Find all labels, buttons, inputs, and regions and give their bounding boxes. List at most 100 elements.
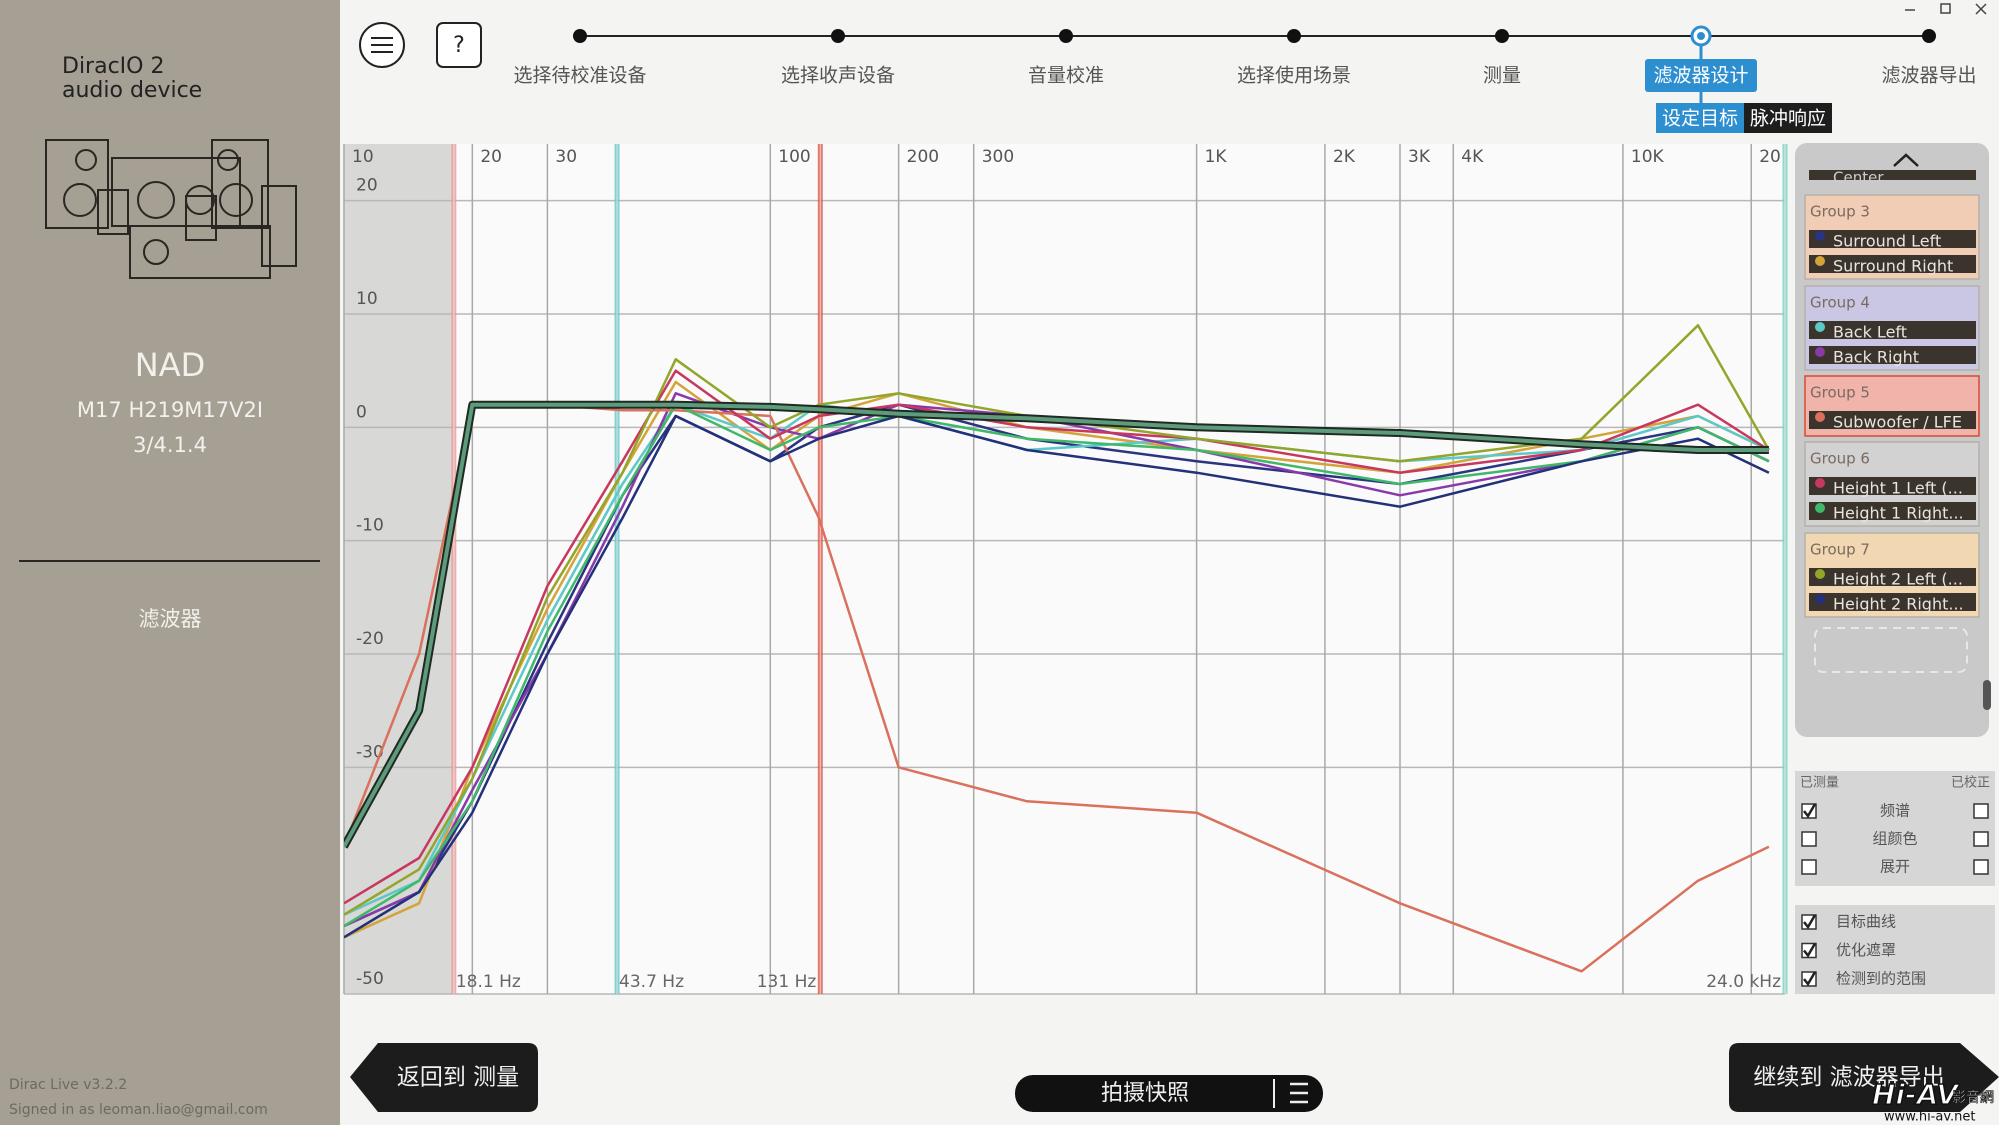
legend-item[interactable] bbox=[1809, 502, 1976, 520]
step-label[interactable]: 滤波器导出 bbox=[1881, 65, 1976, 87]
legend-item[interactable] bbox=[1809, 230, 1976, 248]
legend-item-label[interactable]: Height 2 Right... bbox=[1833, 595, 1964, 614]
measurement-curve bbox=[344, 324, 1770, 916]
continue-button-label[interactable]: 继续到 滤波器导出 bbox=[1753, 1065, 1944, 1091]
option-label: 目标曲线 bbox=[1836, 913, 1896, 931]
option-label: 频谱 bbox=[1880, 802, 1910, 820]
measurement-curve bbox=[344, 414, 1770, 939]
option-label: 检测到的范围 bbox=[1836, 970, 1926, 988]
scroll-up[interactable] bbox=[1893, 153, 1919, 167]
range-marker-label: 131 Hz bbox=[757, 972, 817, 992]
step-dot[interactable] bbox=[573, 29, 587, 43]
column-header: 已测量 bbox=[1800, 776, 1839, 791]
checkbox[interactable] bbox=[1973, 859, 1989, 875]
device-illustration bbox=[45, 139, 297, 279]
legend-item-label[interactable]: Back Left bbox=[1833, 323, 1907, 342]
overlay-options-panel bbox=[1795, 905, 1995, 994]
step-dot[interactable] bbox=[1495, 29, 1509, 43]
checkbox[interactable] bbox=[1801, 831, 1817, 847]
snapshot-button[interactable] bbox=[1015, 1075, 1323, 1112]
x-tick-label: 100 bbox=[778, 147, 810, 167]
checkmark bbox=[1803, 803, 1817, 819]
label: DiracIO 2 bbox=[62, 54, 164, 79]
y-tick-label: 10 bbox=[356, 289, 378, 309]
section-name: 滤波器 bbox=[139, 607, 202, 631]
step-label[interactable]: 滤波器设计 bbox=[1653, 65, 1748, 87]
x-tick-label: 1K bbox=[1205, 147, 1228, 167]
x-tick-label: 3K bbox=[1408, 147, 1431, 167]
legend-dot bbox=[1815, 569, 1825, 579]
legend-item[interactable] bbox=[1809, 411, 1976, 429]
x-tick-label: 300 bbox=[982, 147, 1014, 167]
back-button[interactable] bbox=[350, 1043, 538, 1112]
y-tick-label: -10 bbox=[356, 516, 384, 536]
watermark-text: 影音網 bbox=[1952, 1089, 1994, 1106]
legend-item[interactable] bbox=[1809, 593, 1976, 611]
step-dot[interactable] bbox=[1922, 29, 1936, 43]
legend-item-label[interactable]: Surround Left bbox=[1833, 232, 1941, 251]
legend-dot bbox=[1815, 322, 1825, 332]
label: audio device bbox=[62, 78, 202, 103]
svg-text:?: ? bbox=[453, 33, 465, 58]
checkbox[interactable] bbox=[1801, 859, 1817, 875]
legend-item-label[interactable]: Height 1 Right... bbox=[1833, 504, 1964, 523]
step-label[interactable]: 选择使用场景 bbox=[1237, 65, 1351, 87]
legend-item[interactable] bbox=[1809, 255, 1976, 273]
subtab-label[interactable]: 设定目标 bbox=[1662, 108, 1738, 130]
legend-item-label[interactable]: Subwoofer / LFE bbox=[1833, 413, 1962, 432]
legend-dot bbox=[1815, 412, 1825, 422]
excluded-range bbox=[344, 144, 454, 994]
legend-item[interactable] bbox=[1809, 477, 1976, 495]
step-label[interactable]: 测量 bbox=[1483, 65, 1521, 87]
legend-item[interactable] bbox=[1809, 321, 1976, 339]
option-label: 优化遮罩 bbox=[1836, 941, 1896, 959]
y-tick-label: -50 bbox=[356, 969, 384, 989]
measurement-curve bbox=[344, 403, 1770, 928]
checkbox[interactable] bbox=[1973, 831, 1989, 847]
step-label[interactable]: 选择待校准设备 bbox=[513, 65, 646, 87]
option-label: 组颜色 bbox=[1872, 830, 1917, 848]
legend-dot bbox=[1815, 347, 1825, 357]
legend-group-name: Group 5 bbox=[1810, 384, 1870, 402]
range-marker-label: 24.0 kHz bbox=[1706, 972, 1781, 992]
x-tick-label: 20 bbox=[1759, 147, 1781, 167]
subtab[interactable] bbox=[1744, 103, 1832, 133]
legend-group-name: Group 7 bbox=[1810, 541, 1870, 559]
step-label[interactable]: 音量校准 bbox=[1028, 65, 1104, 87]
checkbox[interactable] bbox=[1973, 803, 1989, 819]
empty-group-slot bbox=[1814, 627, 1968, 673]
legend-group-name: Group 3 bbox=[1810, 203, 1870, 221]
snapshot-label[interactable]: 拍摄快照 bbox=[1101, 1081, 1189, 1106]
subtab[interactable] bbox=[1656, 103, 1744, 133]
legend-item[interactable] bbox=[1809, 346, 1976, 364]
step-label-box bbox=[1645, 59, 1757, 92]
legend-item-label[interactable]: Surround Right bbox=[1833, 257, 1953, 276]
range-marker-label: 18.1 Hz bbox=[456, 972, 521, 992]
range-marker-label: 43.7 Hz bbox=[619, 972, 684, 992]
step-dot[interactable] bbox=[831, 29, 845, 43]
legend-item-label[interactable]: Height 2 Left (... bbox=[1833, 570, 1963, 589]
scrollbar bbox=[1983, 680, 1991, 710]
legend-group-name: Group 4 bbox=[1810, 294, 1870, 312]
subtab-label[interactable]: 脉冲响应 bbox=[1750, 108, 1826, 130]
x-tick-label: 2K bbox=[1333, 147, 1356, 167]
help-button[interactable]: ? bbox=[436, 22, 482, 68]
checkmark bbox=[1803, 914, 1817, 930]
legend-item-label[interactable]: Height 1 Left (... bbox=[1833, 479, 1963, 498]
signed-in: Signed in as leoman.liao@gmail.com bbox=[9, 1102, 268, 1118]
back-button-label[interactable]: 返回到 测量 bbox=[397, 1065, 519, 1091]
window-controls[interactable] bbox=[1905, 3, 1987, 15]
legend-item-label[interactable]: Back Right bbox=[1833, 348, 1919, 367]
curves bbox=[344, 324, 1770, 973]
step-dot[interactable] bbox=[1287, 29, 1301, 43]
step-dot-inner bbox=[1697, 32, 1705, 40]
menu-button[interactable] bbox=[359, 22, 405, 68]
step-dot[interactable] bbox=[1059, 29, 1073, 43]
step-label[interactable]: 选择收声设备 bbox=[781, 65, 895, 87]
x-tick-label: 10K bbox=[1631, 147, 1665, 167]
y-tick-label: 20 bbox=[356, 176, 378, 196]
x-tick-label: 20 bbox=[480, 147, 502, 167]
legend-dot bbox=[1815, 256, 1825, 266]
continue-button[interactable] bbox=[1729, 1043, 1999, 1112]
legend-item[interactable] bbox=[1809, 568, 1976, 586]
